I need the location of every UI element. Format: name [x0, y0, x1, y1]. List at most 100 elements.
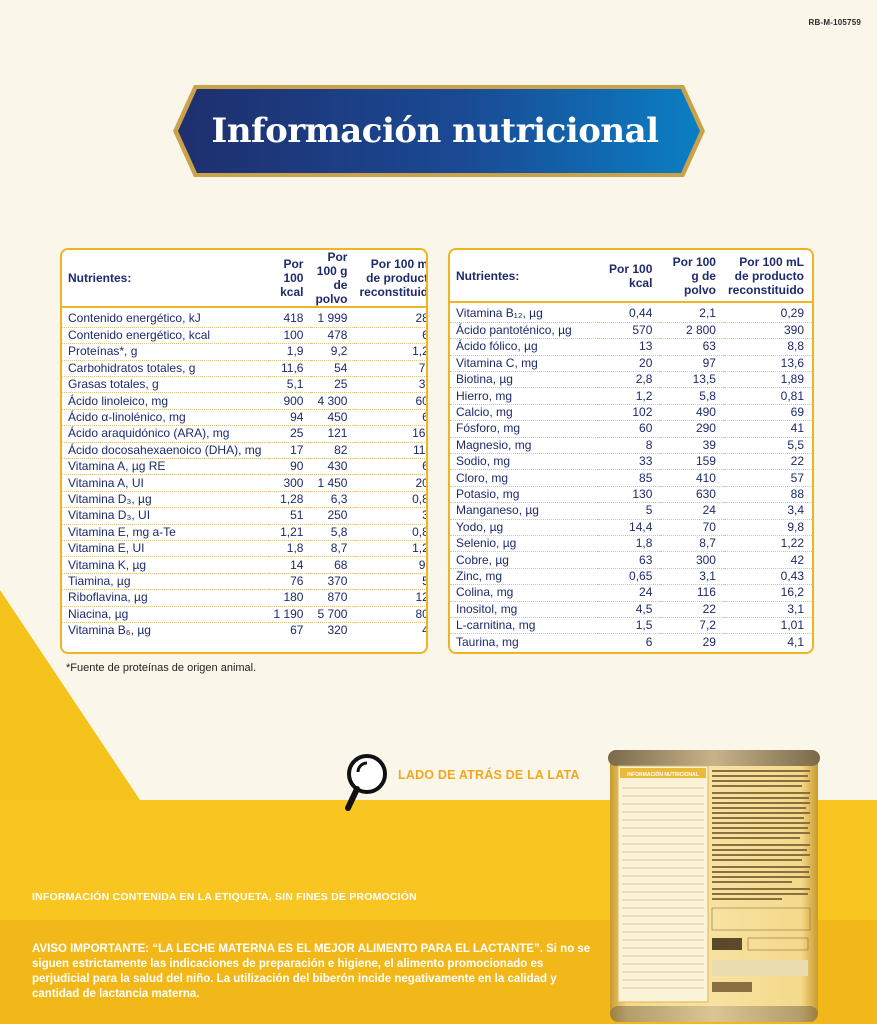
- table-row: Ácido pantoténico, µg 570 2 800 390: [450, 322, 812, 340]
- nutrient-name: Inositol, mg: [450, 601, 598, 618]
- value-per-100-g: 300: [660, 551, 724, 569]
- value-per-100-ml: 1,22: [723, 535, 812, 553]
- value-per-100-g: 29: [702, 634, 716, 649]
- value-per-100-kcal: 130: [597, 486, 661, 504]
- value-per-100-kcal: 33: [597, 453, 661, 471]
- value-per-100-g: 70: [660, 519, 724, 536]
- nutrient-name: Potasio, mg: [450, 486, 598, 504]
- value-per-100-kcal: 11,6: [269, 360, 312, 378]
- nutrient-name: Niacina, µg: [62, 606, 270, 623]
- value-per-100-ml: 0,43: [723, 568, 812, 586]
- value-per-100-kcal: 24: [597, 584, 661, 602]
- value-per-100-kcal: 17: [269, 442, 312, 460]
- value-per-100-g: 450: [311, 409, 356, 427]
- nutrient-name: Vitamina C, mg: [450, 355, 598, 373]
- nutrient-name: Contenido energético, kJ: [62, 311, 270, 328]
- nutrient-name: Cloro, mg: [450, 469, 598, 487]
- value-per-100-ml: 1,22: [355, 540, 426, 558]
- nutrient-name: Vitamina A, UI: [62, 474, 270, 492]
- value-per-100-kcal: 0,65: [597, 568, 661, 586]
- value-per-100-ml: 45: [355, 622, 426, 638]
- value-per-100-g: 9,2: [311, 343, 356, 361]
- value-per-100-ml: 9,5: [355, 556, 426, 574]
- value-per-100-kcal: 1,5: [597, 617, 661, 635]
- nutrition-table-right: Nutrientes: Por 100 kcal Por 100 g de po…: [448, 248, 814, 654]
- value-per-100-kcal: 900: [269, 392, 312, 410]
- value-per-100-ml: 0,81: [355, 524, 426, 541]
- value-per-100-ml: 800: [355, 606, 426, 623]
- value-per-100-ml: 1,01: [723, 617, 812, 635]
- value-per-100-ml: 57: [723, 469, 812, 487]
- table-row: Taurina, mg 6 29 4,1: [450, 634, 812, 650]
- value-per-100-kcal: 51: [269, 507, 312, 525]
- value-per-100-ml: 390: [723, 322, 812, 340]
- value-per-100-kcal: 418: [269, 311, 312, 328]
- value-per-100-kcal: 8: [597, 437, 661, 455]
- table-row: Biotina, µg 2,8 13,5 1,89: [450, 371, 812, 389]
- value-per-100-g: 410: [660, 469, 724, 487]
- value-per-100-ml: 52: [355, 573, 426, 591]
- value-per-100-kcal: 1,28: [269, 491, 312, 509]
- value-per-100-ml: 88: [723, 486, 812, 504]
- value-per-100-kcal: 76: [269, 573, 312, 591]
- nutrient-name: Ácido linoleico, mg: [62, 392, 270, 410]
- value-per-100-g: 8,7: [660, 535, 724, 553]
- value-per-100-ml: 13,6: [723, 355, 812, 373]
- value-per-100-g: 25: [311, 376, 356, 394]
- header-nutrients: Nutrientes:: [68, 271, 132, 285]
- nutrient-name: Contenido energético, kcal: [62, 327, 270, 345]
- value-per-100-kcal: 85: [597, 469, 661, 487]
- table-row: Selenio, µg 1,8 8,7 1,22: [450, 535, 812, 553]
- header-per-100-g: Por 100 g de polvo: [315, 250, 348, 306]
- nutrition-table-left: Nutrientes: Por 100 kcal Por 100 g de po…: [60, 248, 428, 654]
- table-row: Vitamina C, mg 20 97 13,6: [450, 355, 812, 373]
- value-per-100-kcal: 5,1: [269, 376, 312, 394]
- value-per-100-g: 250: [311, 507, 356, 525]
- table-row: Calcio, mg 102 490 69: [450, 404, 812, 422]
- value-per-100-g: 13,5: [660, 371, 724, 389]
- value-per-100-g: 7,2: [660, 617, 724, 635]
- table-row: Zinc, mg 0,65 3,1 0,43: [450, 568, 812, 586]
- nutrient-name: Vitamina B₁₂, µg: [450, 306, 598, 323]
- nutrient-name: Calcio, mg: [450, 404, 598, 422]
- table-row: Sodio, mg 33 159 22: [450, 453, 812, 471]
- value-per-100-g: 82: [311, 442, 356, 460]
- value-per-100-ml: 68: [355, 327, 426, 345]
- nutrient-name: Colina, mg: [450, 584, 598, 602]
- table-row: Potasio, mg 130 630 88: [450, 486, 812, 504]
- value-per-100-kcal: 20: [597, 355, 661, 373]
- nutrient-name: Vitamina E, mg a-Te: [62, 524, 270, 541]
- value-per-100-g: 5 700: [311, 606, 356, 623]
- table-row: Vitamina A, µg RE9043060: [62, 458, 426, 476]
- nutrient-name: Sodio, mg: [450, 453, 598, 471]
- value-per-100-ml: 122: [355, 589, 426, 607]
- nutrient-name: Vitamina E, UI: [62, 540, 270, 558]
- footnote: *Fuente de proteínas de origen animal.: [66, 662, 257, 674]
- value-per-100-kcal: 102: [597, 404, 661, 422]
- value-per-100-ml: 7,6: [355, 360, 426, 378]
- value-per-100-ml: 5,5: [723, 437, 812, 455]
- value-per-100-g: 1 999: [311, 311, 356, 328]
- nutrient-name: Ácido pantoténico, µg: [450, 322, 598, 340]
- value-per-100-kcal: 67: [290, 623, 304, 638]
- value-per-100-kcal: 1 190: [269, 606, 312, 623]
- value-per-100-ml: 16,2: [723, 584, 812, 602]
- value-per-100-kcal: 300: [269, 474, 312, 492]
- nutrient-name: Carbohidratos totales, g: [62, 360, 270, 378]
- value-per-100-kcal: 63: [597, 551, 661, 569]
- value-per-100-ml: 9,8: [723, 519, 812, 536]
- value-per-100-ml: 35: [355, 507, 426, 525]
- value-per-100-g: 870: [311, 589, 356, 607]
- value-per-100-g: 97: [660, 355, 724, 373]
- nutrient-name: Riboflavina, µg: [62, 589, 270, 607]
- value-per-100-kcal: 6: [645, 634, 653, 649]
- value-per-100-ml: 3,5: [355, 376, 426, 394]
- table-row: Contenido energético, kcal10047868: [62, 327, 426, 345]
- nutrient-name: Biotina, µg: [450, 371, 598, 389]
- nutrient-name: Grasas totales, g: [62, 376, 270, 394]
- value-per-100-g: 39: [660, 437, 724, 455]
- product-can-image: INFORMACIÓN NUTRICIONAL: [608, 750, 820, 1022]
